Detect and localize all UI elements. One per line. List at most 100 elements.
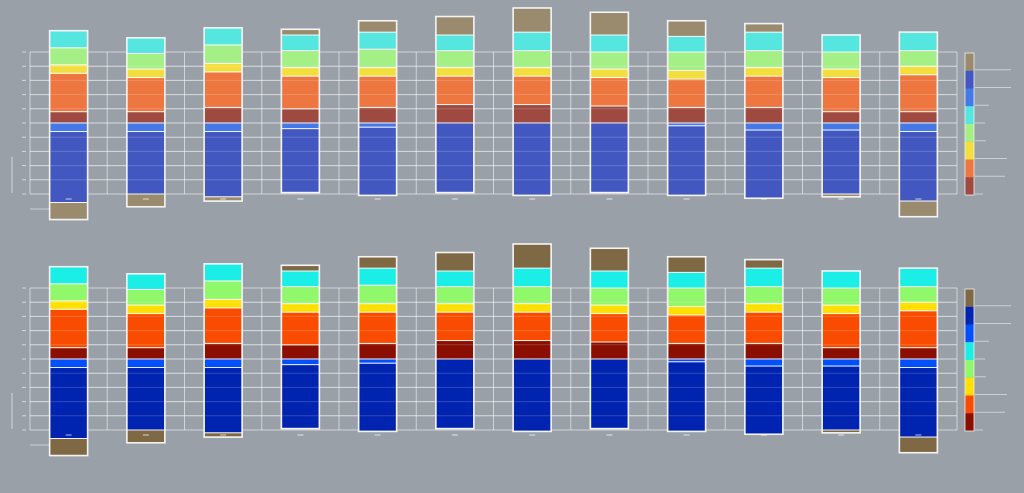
- bar-segment-orange: [203, 71, 243, 108]
- bar-outline: [126, 272, 166, 444]
- bar-segment-dark-red: [203, 106, 243, 124]
- bar-segment-orange: [280, 75, 320, 110]
- colorbar-swatch-dark-red: [965, 413, 974, 431]
- bar-7: [512, 243, 552, 436]
- bar-outline: [435, 15, 475, 194]
- bar-segment-yellow: [126, 68, 166, 79]
- bar-segment-brown: [589, 11, 629, 36]
- bar-segment-dark-red: [898, 111, 938, 124]
- bar-segment-brown: [49, 202, 89, 221]
- bar-segment-brown: [898, 200, 938, 218]
- bar-segment-blue: [49, 358, 89, 369]
- bar-outline: [280, 264, 321, 430]
- bar-segment-cyan: [126, 273, 166, 290]
- bar-segment-green: [667, 287, 707, 307]
- bar-segment-dark-blue: [589, 358, 629, 430]
- bar-segment-dark-blue: [358, 362, 398, 432]
- colorbar-outline: [964, 52, 975, 196]
- bar-segment-yellow: [512, 303, 552, 313]
- bar-10: [744, 258, 784, 436]
- bar-outline: [357, 255, 398, 433]
- bar-11: [821, 34, 861, 200]
- bar-segment-dark-blue: [898, 131, 938, 202]
- bar-segment-green: [744, 286, 784, 305]
- bar-segment-dark-blue: [667, 125, 707, 196]
- bar-outline: [666, 255, 707, 433]
- bar-9: [666, 19, 707, 200]
- bar-segment-cyan: [589, 270, 629, 289]
- bar-segment-green: [49, 47, 89, 66]
- bar-segment-dark-red: [203, 342, 243, 360]
- colorbar-swatch-dark-blue: [965, 306, 974, 325]
- bar-segment-cyan: [898, 31, 938, 52]
- bar-segment-cyan: [280, 270, 320, 288]
- bar-1: [48, 265, 89, 457]
- bar-segment-green: [667, 51, 707, 71]
- bar-segment-orange: [898, 74, 938, 113]
- bar-segment-dark-blue: [280, 128, 320, 194]
- bar-segment-yellow: [667, 69, 707, 80]
- bar-segment-cyan: [358, 31, 398, 50]
- bar-segment-cyan: [358, 267, 398, 286]
- colorbar-swatch-orange: [965, 395, 974, 414]
- bar-outline: [589, 247, 630, 430]
- bar-segment-green: [358, 284, 398, 305]
- colorbar-outline: [964, 288, 975, 432]
- bar-12: [898, 267, 939, 454]
- bar-segment-orange: [435, 311, 475, 342]
- bar-segment-brown: [667, 20, 707, 37]
- bar-segment-green: [49, 283, 89, 302]
- bar-segment-dark-red: [280, 108, 320, 124]
- bar-segment-yellow: [358, 303, 398, 313]
- bar-segment-cyan: [744, 267, 784, 288]
- bar-segment-brown: [435, 252, 475, 272]
- bar-segment-cyan: [821, 34, 861, 53]
- bar-segment-dark-blue: [744, 365, 784, 435]
- bar-segment-dark-red: [49, 111, 89, 124]
- bar-outline: [203, 27, 243, 202]
- bar-segment-dark-red: [821, 347, 861, 360]
- bar-1: [48, 29, 89, 221]
- bar-segment-blue: [280, 358, 320, 366]
- bar-segment-green: [435, 50, 475, 69]
- bar-segment-orange: [821, 77, 861, 113]
- chart-panel-top: [11, 7, 1011, 221]
- bar-segment-dark-red: [898, 347, 938, 360]
- chart-panel-bottom: [11, 243, 1011, 457]
- bar-segment-dark-blue: [203, 367, 243, 434]
- bar-segment-cyan: [512, 31, 552, 52]
- bar-segment-cyan: [512, 267, 552, 288]
- bar-segment-blue: [203, 122, 243, 133]
- bar-segment-cyan: [49, 30, 89, 49]
- colorbar-swatch-green: [965, 124, 974, 142]
- bar-segment-blue: [126, 358, 166, 369]
- bar-segment-dark-blue: [49, 367, 89, 440]
- bar-segment-blue: [821, 358, 861, 367]
- bar-segment-blue: [898, 122, 938, 133]
- bar-segment-cyan: [744, 31, 784, 52]
- bar-4: [280, 28, 321, 200]
- bar-segment-orange: [667, 314, 707, 344]
- bar-segment-dark-red: [744, 342, 784, 360]
- bar-12: [898, 31, 939, 218]
- bar-segment-cyan: [589, 34, 629, 53]
- bar-segment-blue: [898, 358, 938, 369]
- bar-segment-blue: [358, 122, 398, 128]
- colorbar-swatch-dark-red: [965, 177, 974, 195]
- bar-segment-cyan: [203, 263, 243, 282]
- bar-segment-yellow: [898, 301, 938, 312]
- colorbar-swatch-brown: [965, 53, 974, 71]
- bar-segment-brown: [280, 264, 320, 272]
- bar-segment-yellow: [203, 298, 243, 309]
- bar-segment-brown: [358, 256, 398, 269]
- bar-segment-green: [203, 280, 243, 300]
- bar-segment-yellow: [589, 68, 629, 79]
- grid-overlay: [30, 301, 957, 417]
- bar-segment-blue: [203, 358, 243, 369]
- bar-outline: [48, 29, 89, 221]
- bar-segment-cyan: [280, 34, 320, 52]
- colorbar-swatch-blue: [965, 324, 974, 343]
- bar-segment-brown: [358, 20, 398, 33]
- bar-segment-green: [203, 44, 243, 64]
- bar-segment-dark-blue: [821, 365, 861, 431]
